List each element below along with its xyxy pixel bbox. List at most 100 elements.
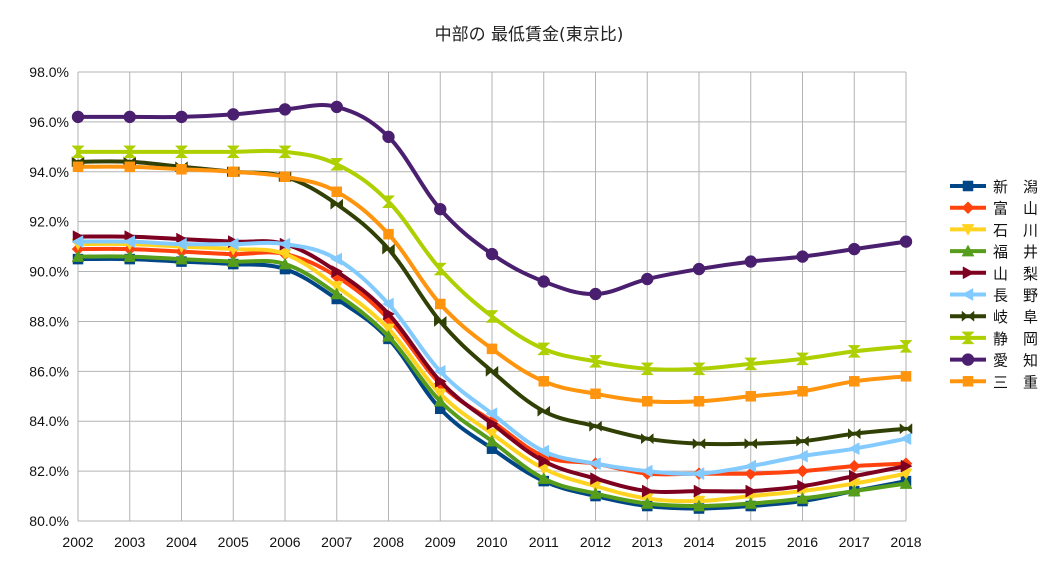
data-point-bowtie-marker: [899, 423, 913, 435]
data-point-triangle-left-marker: [174, 237, 187, 251]
data-point-triangle-up-marker: [485, 434, 499, 447]
data-point-bowtie-marker: [537, 405, 550, 417]
data-point-triangle-left-marker: [123, 235, 135, 249]
data-point-circle-marker: [71, 110, 85, 124]
series-line: [76, 256, 908, 511]
y-tick-label: 90.0%: [29, 264, 69, 280]
legend-item: 愛 知: [950, 352, 1038, 370]
data-point-circle-marker: [744, 255, 757, 268]
y-tick-label: 92.0%: [29, 214, 69, 230]
data-point-bowtie-marker: [961, 310, 975, 322]
x-tick-label: 2010: [476, 534, 507, 550]
data-point-circle-marker: [382, 130, 395, 144]
data-point-triangle-right-marker: [693, 484, 706, 498]
legend-label: 石 川: [993, 221, 1038, 239]
legend-label: 長 野: [993, 287, 1038, 305]
x-tick-label: 2013: [632, 534, 663, 550]
series-line: [76, 148, 908, 372]
x-axis-tick-labels: 2002 2003 2004 2005 2006 2007 2008 2009 2010 2011…: [62, 534, 921, 550]
series-6: [71, 235, 912, 481]
data-point-square-marker: [72, 161, 84, 173]
data-point-triangle-left-marker: [847, 442, 860, 456]
data-point-triangle-down-marker: [433, 388, 447, 401]
data-point-triangle-up-marker: [744, 497, 758, 509]
data-point-circle-marker: [589, 287, 602, 301]
data-point-square-marker: [435, 298, 446, 310]
legend-item: 山 梨: [950, 265, 1038, 283]
series-8: [71, 145, 913, 376]
chart-title: 中部の 最低賃金(東京比): [435, 25, 624, 45]
data-point-square-marker: [279, 171, 291, 183]
data-point-triangle-right-marker: [383, 307, 396, 321]
data-point-triangle-up-marker: [71, 250, 85, 262]
data-point-triangle-up-marker: [537, 472, 551, 484]
data-point-hourglass-marker: [744, 357, 758, 371]
data-point-diamond-marker: [796, 464, 809, 478]
legend: 新 潟富 山石 川福 井山 梨長 野岐 阜静 岡愛 知三 重: [950, 178, 1038, 391]
x-tick-label: 2004: [166, 534, 197, 550]
x-tick-label: 2018: [890, 534, 921, 550]
legend-item: 富 山: [950, 200, 1038, 218]
legend-label: 静 岡: [993, 330, 1038, 348]
data-point-triangle-left-marker: [692, 467, 705, 481]
data-point-triangle-left-marker: [485, 407, 498, 421]
data-point-bowtie-marker: [485, 365, 499, 377]
series-3: [71, 238, 913, 508]
data-point-circle-marker: [330, 100, 343, 114]
series-line: [76, 164, 908, 405]
data-point-triangle-up-marker: [640, 497, 654, 509]
data-point-bowtie-marker: [692, 438, 706, 450]
y-tick-label: 86.0%: [29, 363, 69, 379]
data-point-triangle-left-marker: [640, 464, 653, 478]
data-point-square-marker: [228, 166, 239, 178]
data-point-circle-marker: [227, 108, 240, 121]
series-5: [72, 230, 913, 498]
data-point-hourglass-marker: [961, 331, 975, 345]
legend-label: 富 山: [993, 200, 1038, 218]
data-point-triangle-left-marker: [278, 237, 291, 251]
data-point-hourglass-marker: [381, 195, 396, 208]
data-point-hourglass-marker: [640, 362, 654, 376]
data-point-circle-marker: [485, 247, 499, 261]
data-point-hourglass-marker: [899, 340, 913, 353]
data-point-circle-marker: [796, 250, 809, 263]
data-point-square-marker: [962, 376, 974, 387]
data-point-bowtie-marker: [641, 433, 654, 445]
data-point-bowtie-marker: [330, 198, 343, 210]
data-point-circle-marker: [123, 110, 136, 124]
data-point-square-marker: [331, 186, 342, 197]
data-point-hourglass-marker: [330, 158, 344, 171]
data-point-square-marker: [745, 391, 756, 402]
y-axis-tick-labels: 80.0% 82.0% 84.0% 86.0% 88.0% 90.0% 92.0% 94.0%…: [29, 64, 69, 529]
data-point-square-marker: [962, 180, 974, 192]
data-point-circle-marker: [848, 242, 861, 256]
x-tick-label: 2005: [218, 534, 249, 550]
data-point-hourglass-marker: [692, 362, 706, 376]
x-tick-label: 2007: [321, 534, 352, 550]
y-tick-label: 98.0%: [29, 64, 69, 80]
data-point-triangle-left-marker: [433, 364, 446, 378]
data-point-triangle-right-marker: [486, 417, 499, 431]
x-tick-label: 2002: [62, 534, 93, 550]
data-point-triangle-left-marker: [330, 252, 342, 266]
data-point-hourglass-marker: [123, 145, 137, 159]
data-point-hourglass-marker: [588, 355, 603, 368]
data-point-square-marker: [849, 376, 860, 387]
legend-label: 三 重: [993, 373, 1038, 391]
legend-label: 山 梨: [993, 265, 1038, 283]
data-point-triangle-up-marker: [226, 255, 240, 267]
data-point-triangle-down-marker: [330, 281, 344, 294]
y-tick-label: 84.0%: [29, 413, 69, 429]
y-tick-label: 80.0%: [29, 513, 69, 529]
data-point-circle-marker: [899, 235, 913, 248]
data-point-circle-marker: [278, 103, 292, 116]
data-point-triangle-up-marker: [692, 499, 706, 512]
data-point-square-marker: [538, 376, 549, 387]
x-tick-label: 2015: [735, 534, 766, 550]
data-point-triangle-right-marker: [745, 484, 758, 498]
x-tick-label: 2009: [425, 534, 456, 550]
legend-item: 長 野: [950, 287, 1038, 305]
data-point-triangle-right-marker: [849, 469, 861, 483]
data-point-triangle-up-marker: [589, 487, 602, 499]
